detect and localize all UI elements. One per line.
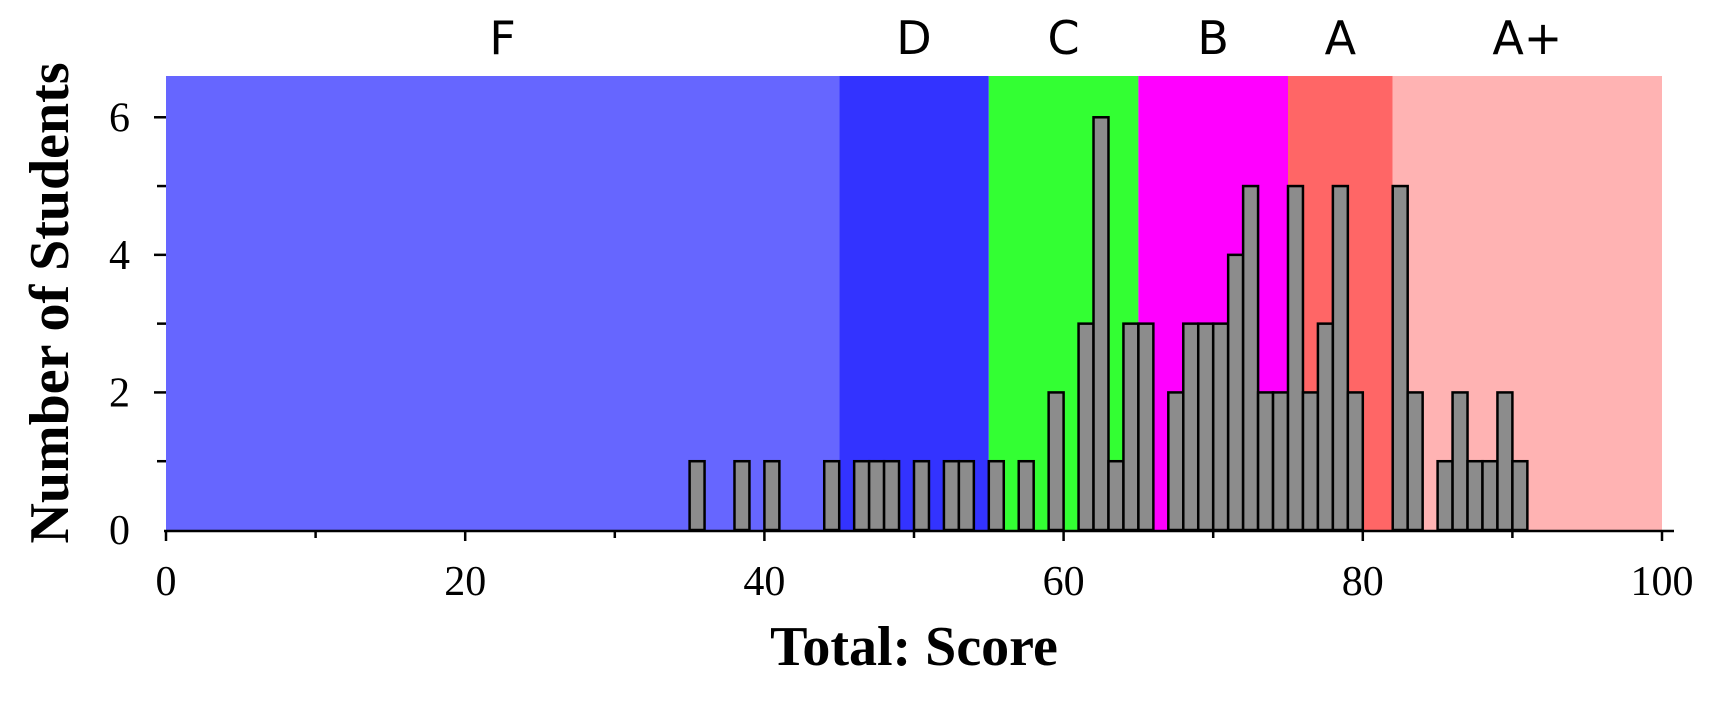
histogram-bar: [1511, 459, 1529, 532]
histogram-bar: [1092, 116, 1110, 532]
histogram-bars: [688, 116, 1529, 532]
histogram-bar: [912, 459, 931, 532]
histogram-bar: [1436, 459, 1454, 532]
histogram-bar: [733, 459, 751, 532]
histogram-bar: [1017, 459, 1035, 532]
y-tick-label: 2: [109, 370, 130, 416]
histogram-bar: [1226, 253, 1245, 532]
grade-label: A+: [1492, 11, 1562, 65]
x-tick-label: 40: [743, 559, 785, 605]
histogram-bar: [987, 459, 1006, 532]
histogram-bar: [1107, 459, 1125, 532]
histogram-bar: [1391, 184, 1409, 532]
grade-label: A: [1325, 11, 1357, 65]
x-axis-title: Total: Score: [770, 616, 1058, 678]
grade-band-d: [839, 76, 989, 530]
histogram-bar: [1167, 391, 1185, 532]
y-tick-label: 4: [109, 233, 130, 279]
grade-band-a-plus: [1392, 76, 1662, 530]
histogram-bar: [882, 459, 901, 532]
histogram-bar: [852, 459, 871, 532]
histogram-bar: [1451, 391, 1469, 532]
x-tick-label: 0: [156, 559, 177, 605]
histogram-bar: [1211, 322, 1230, 532]
y-axis-ticks: 0 2 4 6: [109, 95, 166, 554]
histogram-bar: [1196, 322, 1215, 532]
histogram-bar: [1256, 391, 1275, 532]
histogram-bar: [1406, 391, 1424, 532]
histogram-bar: [1241, 184, 1260, 532]
histogram-bar: [1182, 322, 1200, 532]
histogram-bar: [1496, 391, 1514, 532]
y-tick-label: 0: [109, 508, 130, 554]
histogram-bar: [867, 459, 886, 532]
histogram-bar: [688, 459, 706, 532]
grade-labels: F D C B A A+: [489, 11, 1562, 65]
histogram-bar: [763, 459, 781, 532]
histogram-bar: [957, 459, 976, 532]
x-axis-ticks: 0 20 40 60 80 100: [156, 531, 1694, 605]
y-tick-label: 6: [109, 95, 130, 141]
y-axis-title: Number of Students: [19, 62, 81, 543]
grade-label: F: [489, 11, 515, 65]
histogram-bar: [822, 459, 841, 532]
grade-band-f: [166, 76, 840, 530]
histogram-bar: [1346, 391, 1365, 532]
histogram-bar: [1466, 459, 1484, 532]
histogram-bar: [942, 459, 961, 532]
x-tick-label: 80: [1342, 559, 1384, 605]
histogram-bar: [1481, 459, 1499, 532]
grade-label: C: [1048, 11, 1080, 65]
histogram-bar: [1077, 322, 1095, 532]
histogram-bar: [1137, 322, 1155, 532]
histogram-bar: [1316, 322, 1335, 532]
histogram-bar: [1271, 391, 1290, 532]
histogram-bar: [1122, 322, 1140, 532]
x-tick-label: 60: [1043, 559, 1085, 605]
histogram-bar: [1286, 184, 1305, 532]
histogram-bar: [1047, 391, 1065, 532]
x-tick-label: 20: [444, 559, 486, 605]
histogram-bar: [1301, 391, 1320, 532]
grade-label: D: [896, 11, 931, 65]
histogram-bar: [1331, 184, 1350, 532]
grade-label: B: [1197, 11, 1229, 65]
x-tick-label: 100: [1631, 559, 1694, 605]
